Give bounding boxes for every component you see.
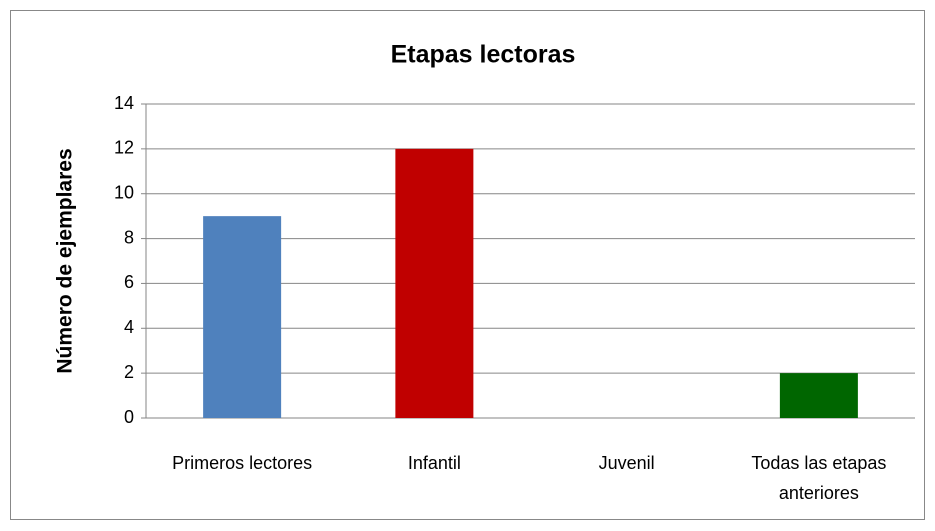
bar: [203, 216, 282, 418]
y-tick-label: 0: [124, 407, 134, 427]
y-tick-label: 14: [114, 93, 134, 113]
chart-title: Etapas lectoras: [391, 41, 576, 69]
y-tick-label: 10: [114, 182, 134, 202]
y-tick-label: 6: [124, 272, 134, 292]
x-tick-label: Infantil: [407, 453, 461, 473]
bar: [779, 373, 858, 418]
y-axis-label: Número de ejemplares: [54, 148, 77, 373]
y-tick-label: 12: [114, 138, 134, 158]
x-tick-label: Juvenil: [598, 453, 655, 473]
bar: [395, 148, 474, 418]
y-tick-label: 2: [124, 362, 134, 382]
y-tick-label: 4: [124, 317, 134, 337]
x-tick-label: Primeros lectores: [172, 453, 313, 473]
x-tick-label: Todas las etapas anteriores: [751, 453, 887, 503]
y-tick-label: 8: [124, 227, 134, 247]
